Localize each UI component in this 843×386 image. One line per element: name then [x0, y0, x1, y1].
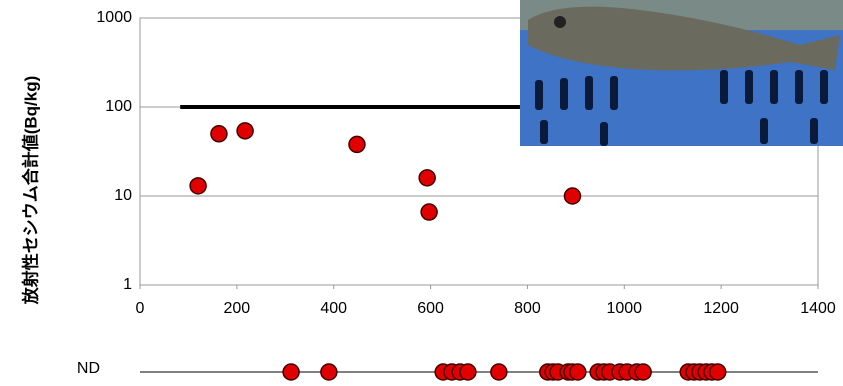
nd-label: ND	[77, 360, 100, 377]
nd-point	[490, 363, 508, 381]
data-point	[189, 177, 207, 195]
x-tick-label: 1000	[606, 300, 642, 317]
crate-slots	[535, 70, 828, 146]
data-point	[348, 135, 366, 154]
x-tick-label: 600	[417, 300, 444, 317]
x-tick-label: 400	[320, 300, 347, 317]
x-tick-label: 800	[514, 300, 541, 317]
nd-point	[282, 363, 300, 381]
y-tick-label: 10	[114, 187, 132, 204]
nd-point	[569, 363, 587, 381]
x-tick-label: 1200	[703, 300, 739, 317]
nd-point	[709, 363, 727, 381]
fish	[528, 6, 840, 71]
y-tick-label: 100	[105, 98, 132, 115]
data-point	[236, 122, 254, 140]
nd-point	[459, 363, 477, 381]
data-point	[418, 169, 436, 187]
y-tick-label: 1	[123, 276, 132, 293]
nd-point	[320, 363, 338, 381]
x-tick-label: 0	[136, 300, 145, 317]
data-point	[420, 203, 438, 221]
data-point	[210, 125, 228, 143]
data-point	[563, 187, 582, 205]
y-tick-label: 1000	[96, 9, 132, 26]
nd-point	[634, 363, 652, 381]
fish-eye	[554, 16, 566, 28]
x-tick-label: 1400	[800, 300, 836, 317]
x-tick-label: 200	[224, 300, 251, 317]
y-axis-label: 放射性セシウム合計値(Bq/kg)	[20, 76, 40, 306]
photo-inset	[520, 0, 843, 146]
